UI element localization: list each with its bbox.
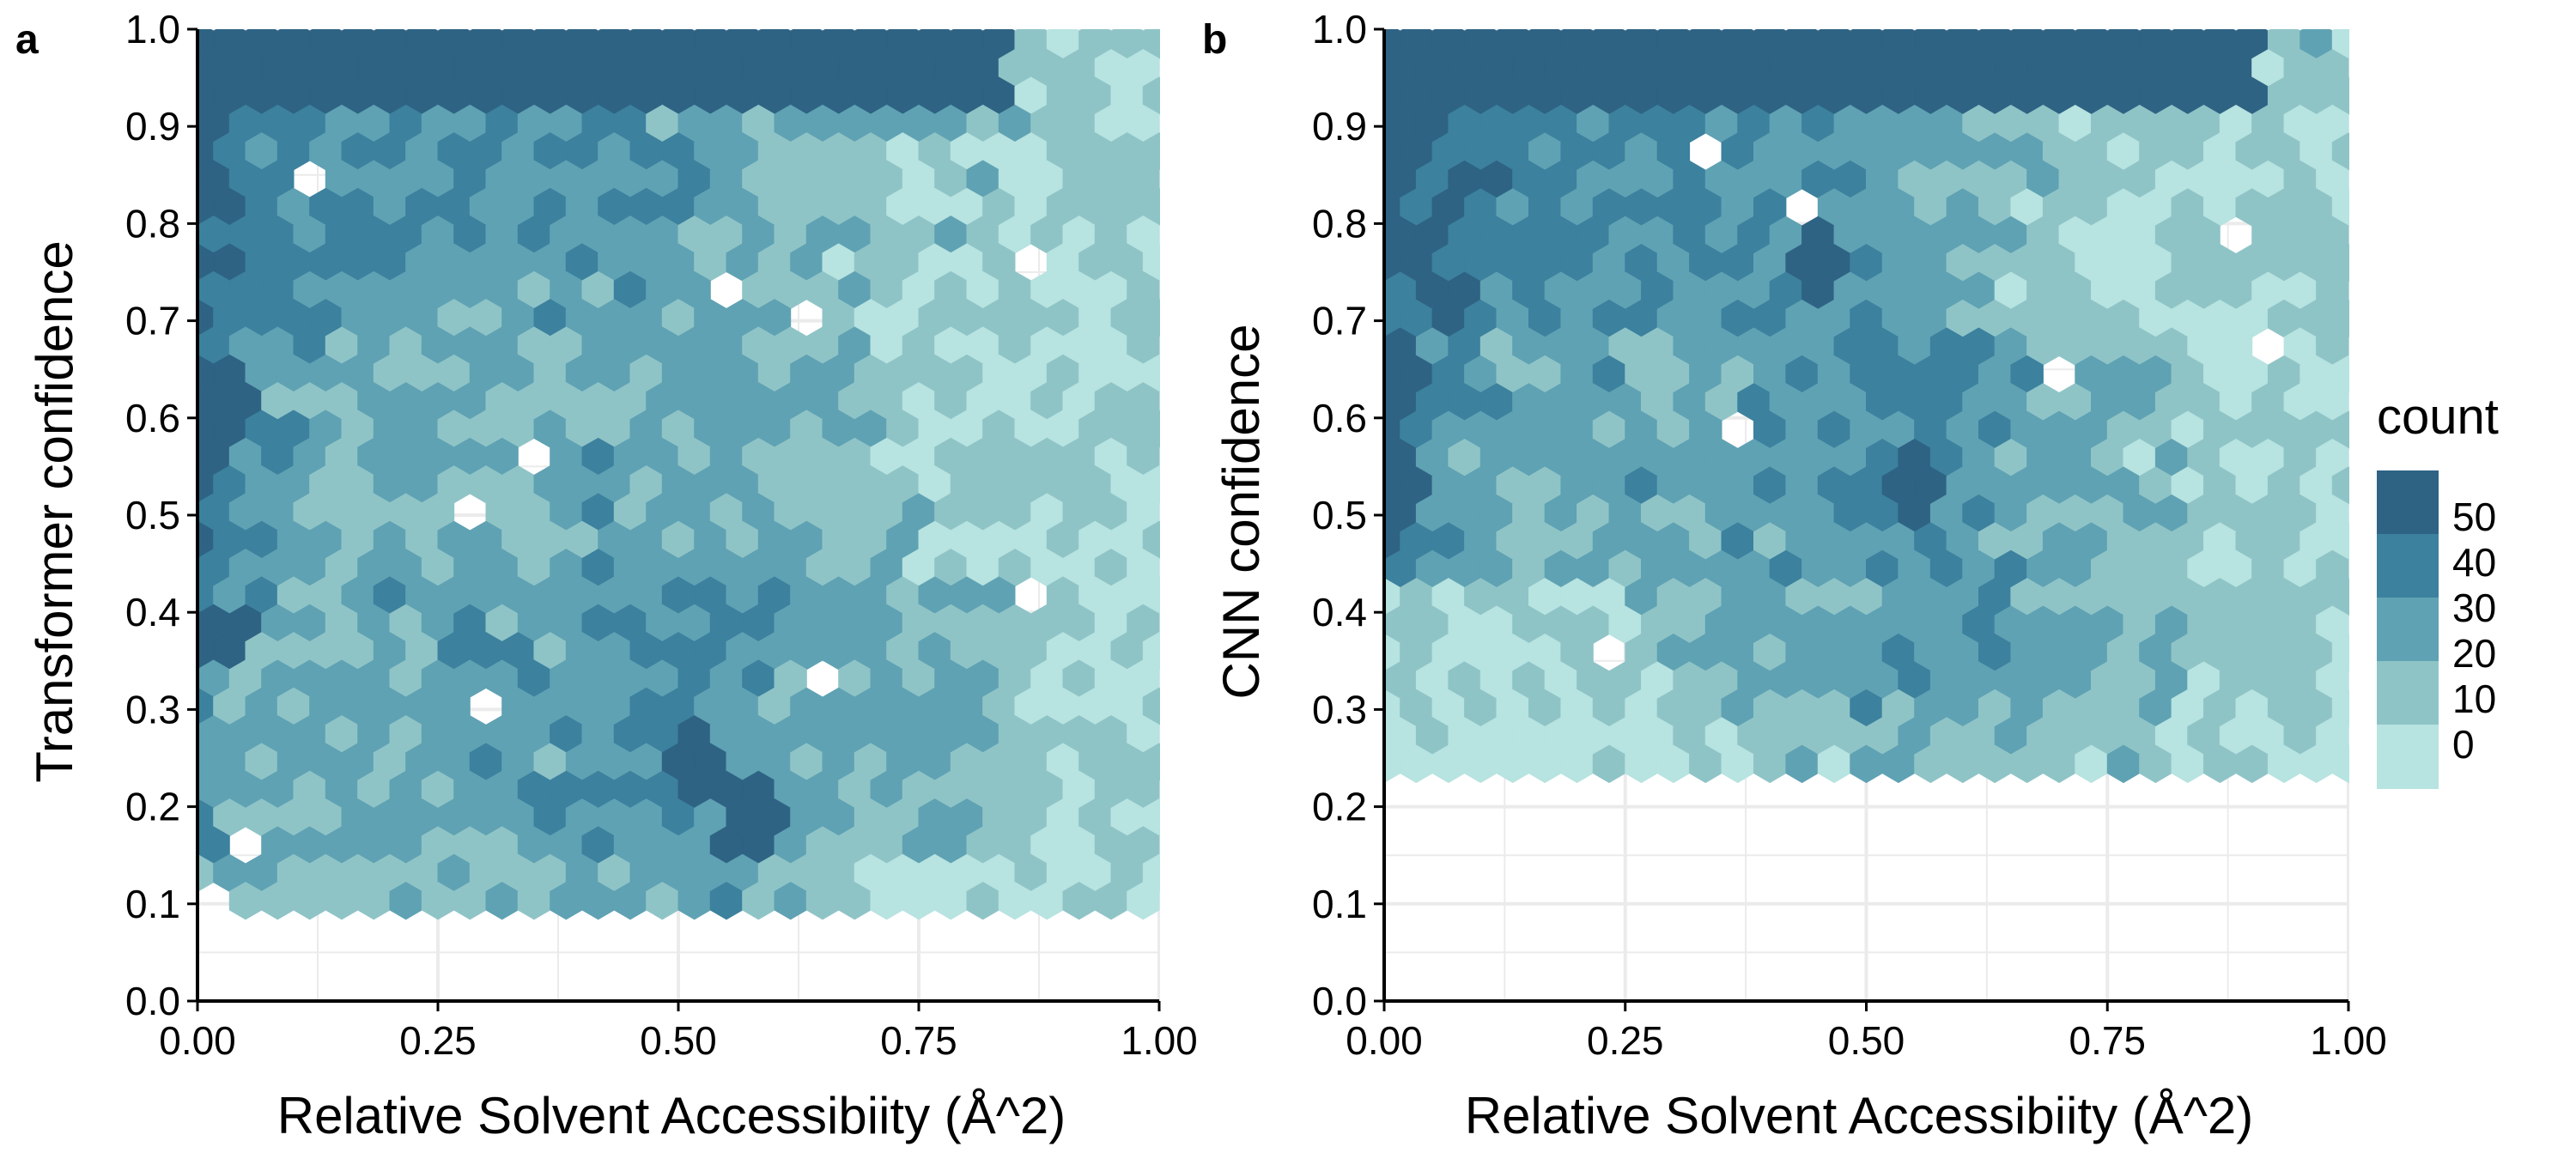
x-tick-label: 0.25 <box>399 1018 477 1063</box>
legend-swatch <box>2377 725 2439 789</box>
y-tick-label: 1.0 <box>1312 7 1367 52</box>
legend-swatch <box>2377 470 2439 535</box>
y-tick-label: 0.2 <box>1312 785 1367 829</box>
legend-break-label: 20 <box>2452 631 2496 676</box>
x-tick-label: 0.75 <box>880 1018 957 1063</box>
y-tick-label: 0.8 <box>125 201 180 246</box>
legend-swatch <box>2377 598 2439 662</box>
panel-edge-mask <box>137 0 1219 29</box>
panel-b-x-axis-title: Relative Solvent Accessibiity (Å^2) <box>1465 1087 2254 1144</box>
panel-edge-mask <box>137 0 197 1018</box>
legend-break-label: 10 <box>2452 677 2496 721</box>
x-tick-label: 0.75 <box>2069 1018 2146 1063</box>
legend-break-label: 0 <box>2452 722 2475 767</box>
y-tick-label: 0.7 <box>1312 299 1367 343</box>
legend-break-label: 40 <box>2452 540 2496 585</box>
panel-edge-mask <box>1160 0 1212 1018</box>
panel-edge-mask <box>1324 0 2409 29</box>
y-tick-label: 0.9 <box>1312 104 1367 149</box>
y-tick-label: 0.4 <box>125 590 180 634</box>
y-tick-label: 0.1 <box>1312 882 1367 926</box>
panel-a-x-axis-title: Relative Solvent Accessibiity (Å^2) <box>277 1087 1066 1144</box>
panel-a-hexbins <box>180 21 1176 920</box>
y-tick-label: 0.1 <box>125 882 180 926</box>
x-tick-label: 0.00 <box>1346 1018 1423 1063</box>
panel-a-y-ticks: 0.0 0.1 0.2 0.3 0.4 0.5 0.6 0.7 0.8 0.9 1.0 <box>125 7 197 1023</box>
panel-a: a 0.00 0.25 0.50 0.75 1.00 0.00.10.20.30.40.… <box>15 0 1219 1144</box>
panel-a-y-axis-title: Transformer confidence <box>26 240 83 782</box>
y-tick-label: 0.8 <box>1312 201 1367 246</box>
y-tick-label: 0.7 <box>125 299 180 343</box>
legend-title: count <box>2377 389 2499 445</box>
y-tick-label: 0.5 <box>125 493 180 537</box>
legend-swatch <box>2377 534 2439 598</box>
x-tick-label: 0.25 <box>1587 1018 1664 1063</box>
y-tick-label: 1.0 <box>125 7 180 52</box>
y-tick-label: 0.3 <box>125 687 180 731</box>
x-tick-label: 0.00 <box>159 1018 236 1063</box>
legend-swatch <box>2377 661 2439 725</box>
panel-a-x-ticks: 0.00 0.25 0.50 0.75 1.00 <box>159 1001 1198 1063</box>
legend-colorbar <box>2377 470 2439 789</box>
panel-a-axes <box>137 0 1219 1018</box>
panel-edge-mask <box>1324 0 1384 1018</box>
x-tick-label: 1.00 <box>2310 1018 2387 1063</box>
y-tick-label: 0.6 <box>1312 396 1367 440</box>
hexbin <box>1127 882 1160 920</box>
legend-break-label: 30 <box>2452 586 2496 630</box>
x-tick-label: 0.50 <box>640 1018 717 1063</box>
x-tick-label: 0.50 <box>1828 1018 1905 1063</box>
y-tick-label: 0.6 <box>125 396 180 440</box>
y-tick-label: 0.5 <box>1312 493 1367 537</box>
y-tick-label: 0.0 <box>125 979 180 1023</box>
y-tick-label: 0.9 <box>125 104 180 149</box>
x-tick-label: 1.00 <box>1121 1018 1198 1063</box>
panel-b: b 0.00 0.25 0.50 0.75 1.00 0.00.10.20.30.40.… <box>1202 0 2409 1144</box>
panel-b-letter: b <box>1202 17 1227 63</box>
y-tick-label: 0.4 <box>1312 590 1367 634</box>
y-tick-label: 0.2 <box>125 785 180 829</box>
panel-b-hexbins <box>1367 21 2366 784</box>
legend-break-label: 50 <box>2452 495 2496 539</box>
panel-b-y-ticks: 0.0 0.1 0.2 0.3 0.4 0.5 0.6 0.7 0.8 0.9 1.0 <box>1312 7 1384 1023</box>
panel-b-y-axis-title: CNN confidence <box>1212 325 1270 700</box>
panel-b-x-ticks: 0.00 0.25 0.50 0.75 1.00 <box>1346 1001 2387 1063</box>
panel-a-letter: a <box>15 17 39 63</box>
y-tick-label: 0.0 <box>1312 979 1367 1023</box>
y-tick-label: 0.3 <box>1312 687 1367 731</box>
